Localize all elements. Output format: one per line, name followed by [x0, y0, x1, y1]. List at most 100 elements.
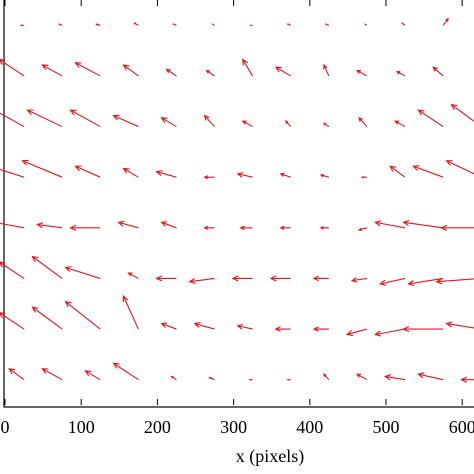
vector-arrow: [319, 226, 329, 230]
vector-arrow: [394, 120, 406, 128]
vector-arrow: [312, 275, 329, 282]
vector-arrow: [279, 225, 291, 230]
vector-arrow: [170, 375, 177, 381]
x-tick-label: 0: [1, 417, 10, 437]
vector-arrow: [363, 23, 368, 26]
vector-arrow: [31, 306, 63, 330]
vector-arrow: [160, 221, 177, 229]
vector-arrow: [155, 170, 177, 178]
vector-arrow: [355, 373, 368, 381]
vector-arrow: [160, 322, 177, 330]
vector-arrow: [74, 62, 101, 77]
vector-arrow: [345, 328, 368, 337]
vector-arrow: [117, 220, 139, 229]
vector-arrow: [112, 362, 139, 381]
vector-arrow: [249, 24, 253, 27]
vector-arrow: [193, 321, 215, 330]
vector-arrow: [155, 275, 177, 282]
vector-arrow: [205, 69, 215, 77]
vector-arrow: [350, 277, 368, 283]
vector-arrow: [0, 169, 25, 178]
vector-arrow: [172, 23, 177, 26]
vector-arrow: [239, 225, 253, 231]
vector-arrow: [0, 59, 25, 77]
vector-arrow: [401, 22, 406, 26]
vector-arrow: [450, 103, 474, 122]
vector-arrow: [0, 312, 25, 330]
vector-arrow: [74, 165, 101, 178]
vector-arrow: [64, 266, 101, 279]
x-tick-label: 500: [373, 417, 400, 437]
vector-arrow: [122, 167, 139, 178]
vector-arrow: [203, 114, 215, 127]
vector-arrow: [442, 17, 449, 26]
vector-arrow: [242, 58, 254, 77]
vector-arrow: [122, 64, 139, 77]
vector-arrow: [84, 370, 101, 381]
vector-arrow: [8, 367, 25, 381]
x-tick-label: 100: [68, 417, 95, 437]
vector-arrow: [41, 64, 63, 77]
vector-arrow: [69, 224, 101, 231]
vector-arrow: [279, 172, 291, 178]
vector-arrow: [402, 325, 444, 333]
x-axis-label: x (pixels): [236, 446, 304, 467]
vector-arrow: [412, 165, 444, 178]
vector-arrow: [286, 23, 291, 26]
vector-arrow: [355, 69, 368, 77]
vector-arrow: [379, 277, 406, 286]
vector-arrow: [236, 172, 253, 178]
vector-arrow: [432, 66, 444, 77]
vector-arrow: [112, 114, 139, 128]
vector-arrow: [445, 160, 474, 175]
vector-arrow: [396, 70, 406, 77]
vector-arrow: [203, 225, 215, 230]
vector-arrow: [417, 372, 444, 381]
vector-arrow: [0, 112, 25, 128]
vector-arrow: [269, 275, 291, 282]
vector-arrow: [57, 23, 63, 26]
x-tick-label: 600: [449, 417, 474, 437]
vector-arrow: [323, 373, 330, 381]
vector-arrow: [41, 368, 63, 381]
vector-arrow: [95, 23, 101, 26]
vector-arrow: [319, 173, 329, 178]
plot-frame: [3, 0, 474, 408]
vector-arrow: [460, 376, 474, 383]
vector-arrow: [0, 220, 25, 229]
vector-arrow: [211, 23, 215, 26]
vector-arrow: [374, 328, 406, 337]
vector-arrow: [133, 22, 139, 26]
vector-arrow: [248, 378, 253, 381]
vector-arrow: [445, 321, 474, 329]
vector-arrow: [203, 175, 215, 180]
vector-arrow: [360, 175, 367, 179]
vector-arrow: [417, 109, 444, 128]
vector-arrow: [402, 219, 444, 229]
vector-arrow: [274, 66, 292, 77]
vector-arrow: [236, 324, 253, 330]
x-tick-label: 300: [220, 417, 247, 437]
vector-arrow: [36, 222, 63, 229]
vector-arrow: [21, 159, 63, 178]
vector-arrow: [286, 378, 291, 381]
vector-arrow: [165, 68, 177, 77]
vector-arrow: [322, 122, 330, 128]
vector-arrow: [19, 24, 25, 27]
vector-arrow: [122, 295, 139, 330]
vector-arrow: [407, 277, 444, 287]
vector-arrow: [0, 261, 25, 279]
vector-arrow: [284, 120, 292, 127]
vector-arrow: [231, 275, 253, 282]
vector-arrow: [383, 374, 406, 381]
vector-arrow: [31, 255, 63, 279]
x-tick-label: 200: [144, 417, 171, 437]
vector-arrow: [127, 272, 139, 279]
vector-arrow: [312, 326, 329, 332]
vector-arrow: [274, 326, 291, 332]
x-tick-label: 400: [296, 417, 323, 437]
vector-arrow: [374, 220, 406, 229]
vector-arrow: [160, 117, 177, 128]
vector-arrow: [69, 109, 101, 128]
